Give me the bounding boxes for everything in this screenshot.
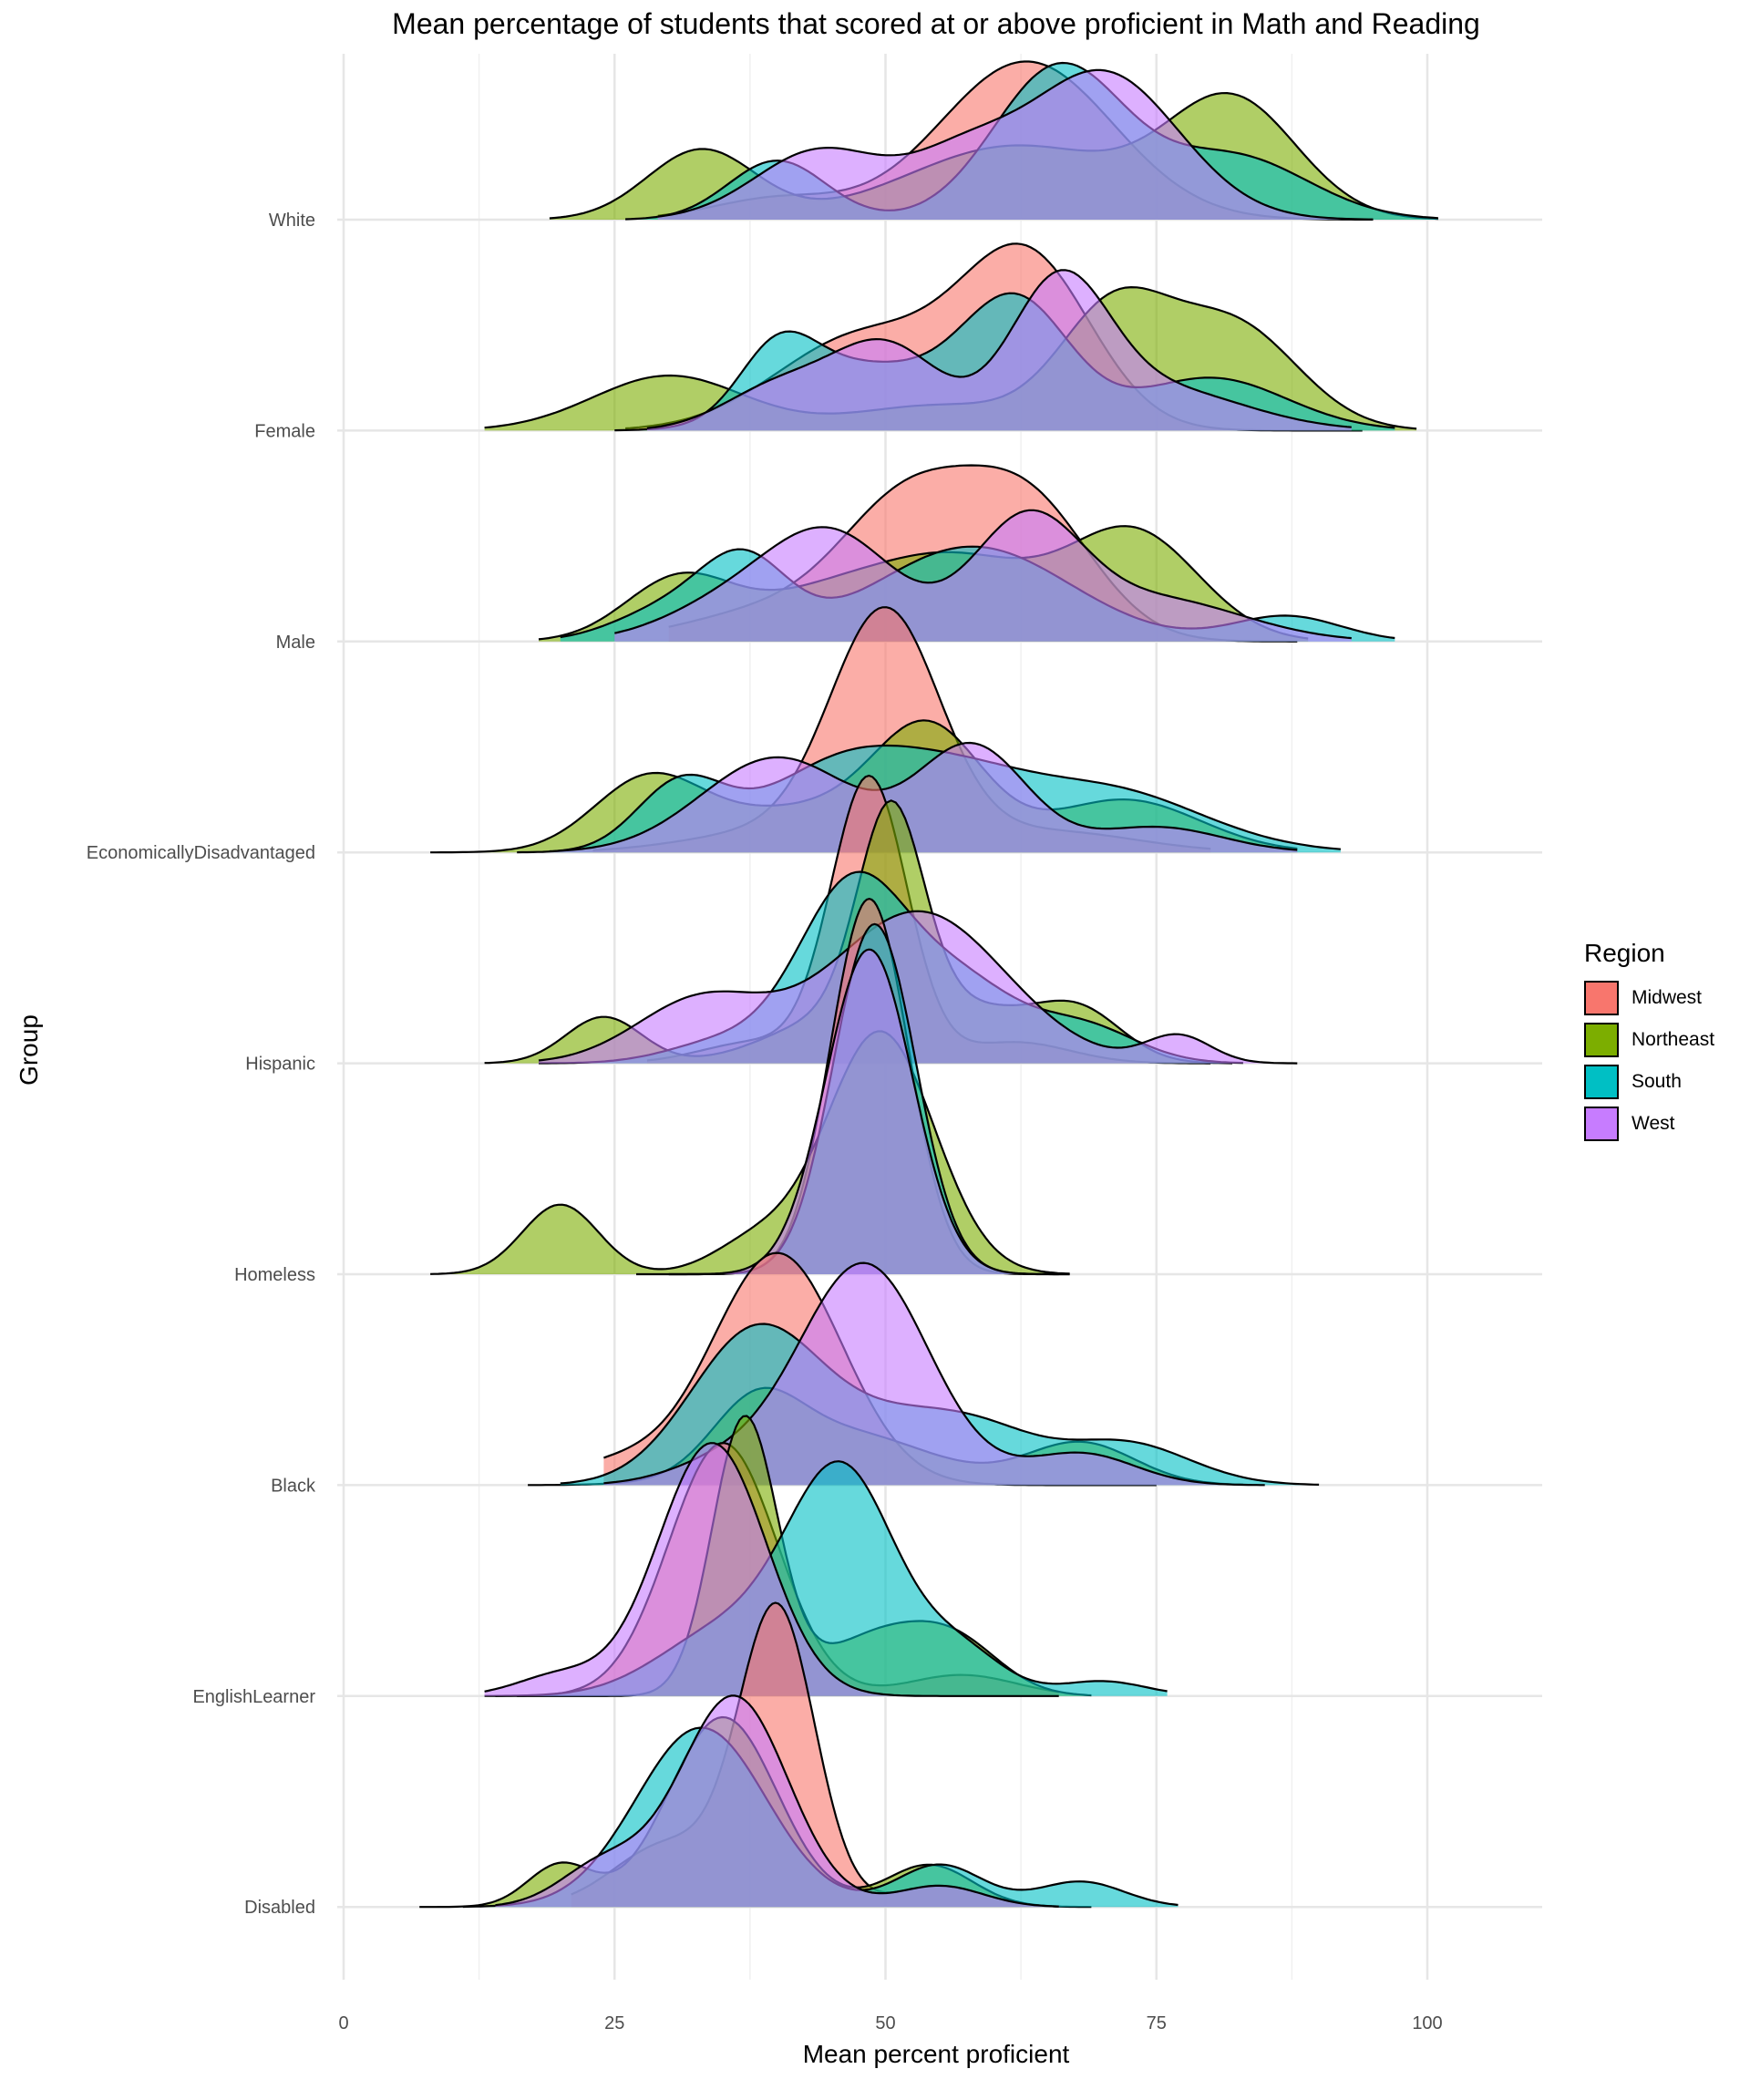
chart-title: Mean percentage of students that scored … bbox=[392, 7, 1480, 40]
x-axis-ticks: 0 25 50 75 100 bbox=[338, 2013, 1442, 2033]
density-fill-west bbox=[484, 1443, 1059, 1696]
density-line-west bbox=[646, 269, 1352, 429]
x-tick-label: 75 bbox=[1147, 2013, 1167, 2033]
legend-item-northeast: Northeast bbox=[1584, 1019, 1714, 1061]
density-fill-south bbox=[484, 1461, 1168, 1696]
ridge-group-black bbox=[528, 1251, 1320, 1487]
density-fill-west bbox=[668, 949, 1059, 1274]
density-fill-west bbox=[495, 1695, 1059, 1908]
y-tick-label: Male bbox=[276, 633, 315, 653]
x-tick-label: 100 bbox=[1412, 2013, 1442, 2033]
density-line-west bbox=[484, 1442, 1059, 1697]
y-tick-label: EnglishLearner bbox=[192, 1687, 315, 1707]
legend: Region Midwest Northeast South West bbox=[1584, 939, 1714, 1145]
ridge-group-englishlearner bbox=[484, 1415, 1168, 1697]
density-line-west bbox=[549, 741, 1298, 853]
density-line-west bbox=[538, 910, 1298, 1065]
density-ridges bbox=[419, 60, 1438, 1909]
legend-item-west: West bbox=[1584, 1103, 1714, 1145]
legend-item-midwest: Midwest bbox=[1584, 977, 1714, 1019]
legend-key bbox=[1584, 1107, 1619, 1141]
density-fill-west bbox=[603, 1262, 1265, 1486]
x-tick-label: 0 bbox=[338, 2013, 348, 2033]
density-fill-west bbox=[646, 270, 1352, 431]
legend-label: Northeast bbox=[1632, 1029, 1715, 1050]
y-tick-label: Female bbox=[254, 421, 315, 441]
density-line-west bbox=[668, 948, 1059, 1276]
legend-label: South bbox=[1632, 1071, 1682, 1092]
y-tick-label: Disabled bbox=[244, 1898, 315, 1918]
y-axis-labels: White Female Male EconomicallyDisadvantaged… bbox=[87, 211, 316, 1918]
density-line-northeast bbox=[430, 1030, 1070, 1275]
legend-label: West bbox=[1632, 1113, 1675, 1134]
legend-key bbox=[1584, 1023, 1619, 1057]
density-fill-west bbox=[539, 911, 1298, 1064]
legend-key bbox=[1584, 981, 1619, 1015]
ridge-group-female bbox=[484, 242, 1417, 432]
density-line-south bbox=[625, 61, 1438, 221]
ridge-group-male bbox=[538, 464, 1395, 643]
y-tick-label: White bbox=[269, 211, 315, 231]
y-axis-title: Group bbox=[15, 1014, 43, 1086]
legend-title: Region bbox=[1584, 939, 1665, 967]
ridge-group-homeless bbox=[430, 897, 1070, 1276]
x-tick-label: 50 bbox=[875, 2013, 895, 2033]
density-line-west bbox=[614, 509, 1352, 640]
legend-label: Midwest bbox=[1632, 987, 1703, 1008]
x-tick-label: 25 bbox=[604, 2013, 624, 2033]
y-tick-label: Black bbox=[271, 1476, 316, 1496]
y-tick-label: Homeless bbox=[234, 1265, 315, 1285]
ridge-group-disabled bbox=[419, 1601, 1179, 1909]
y-tick-label: Hispanic bbox=[245, 1055, 315, 1075]
density-line-south bbox=[614, 292, 1395, 432]
density-line-west bbox=[657, 68, 1374, 221]
legend-item-south: South bbox=[1584, 1061, 1714, 1103]
density-fill-west bbox=[657, 69, 1374, 221]
legend-key bbox=[1584, 1065, 1619, 1099]
density-fill-west bbox=[614, 510, 1352, 642]
x-axis-title: Mean percent proficient bbox=[802, 2040, 1070, 2068]
density-line-west bbox=[495, 1694, 1059, 1908]
density-line-northeast bbox=[538, 525, 1309, 641]
y-tick-label: EconomicallyDisadvantaged bbox=[87, 843, 315, 863]
ridge-group-white bbox=[549, 60, 1438, 221]
density-line-south bbox=[517, 744, 1341, 854]
